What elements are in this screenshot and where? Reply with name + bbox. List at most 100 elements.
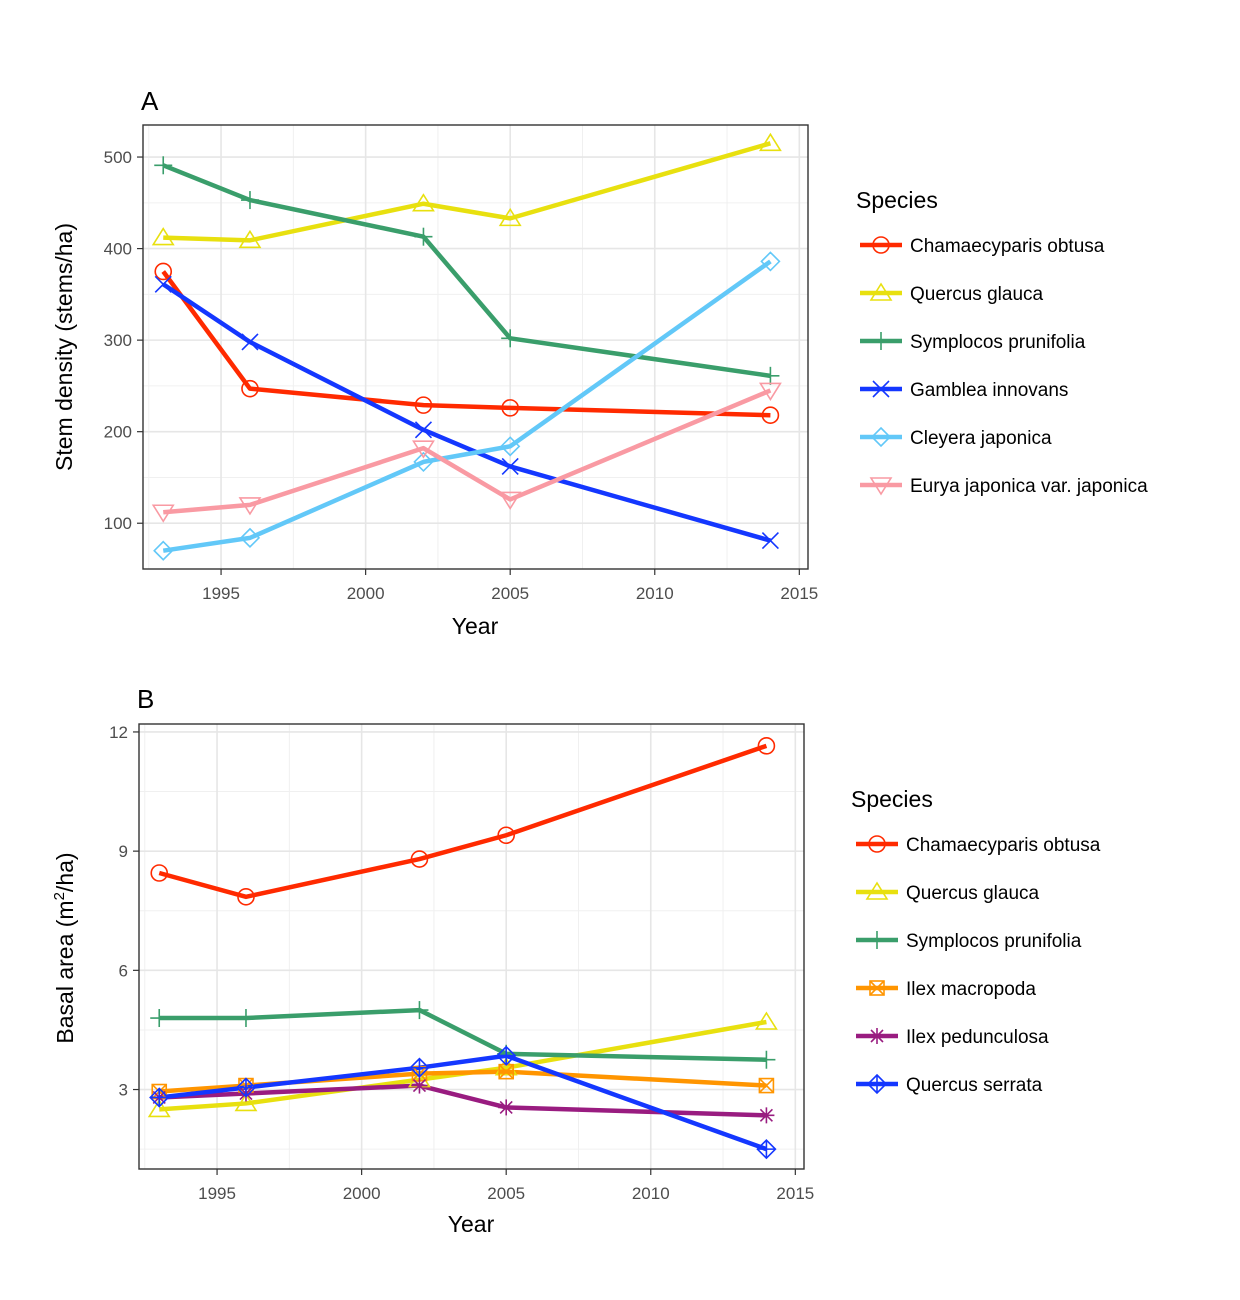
panel-b-y-tick-label: 3	[119, 1081, 128, 1100]
panel-a-series-2-point	[240, 191, 259, 210]
panel-a-series-1-point	[498, 207, 522, 227]
panel-a-series-line-5	[163, 388, 772, 515]
panel-b-legend-label: Quercus glauca	[906, 883, 1040, 904]
panel-b-y-axis-title-sup: 2	[51, 892, 68, 900]
panel-a-y-axis-title: Stem density (stems/ha)	[51, 223, 77, 471]
panel-a-series-1-point	[412, 193, 435, 212]
panel-a-series-5-point	[758, 382, 782, 401]
panel-a-series-2-point	[761, 366, 780, 385]
panel-a-y-tick-label: 300	[104, 331, 132, 350]
panel-b-legend-item-3: Ilex macropoda	[856, 979, 1036, 1000]
panel-b-series-1-point	[147, 1098, 171, 1118]
panel-b-legend-item-4: Ilex pedunculosa	[856, 1027, 1049, 1048]
panel-a-legend-item-0: Chamaecyparis obtusa	[860, 236, 1105, 257]
panel-b-legend-marker	[868, 835, 886, 853]
panel-a-tag: A	[141, 86, 159, 116]
panel-a-legend-item-3: Gamblea innovans	[860, 380, 1068, 401]
panel-a-legend-item-4: Cleyera japonica	[860, 426, 1052, 449]
panel-b-legend-marker	[869, 1028, 885, 1044]
panel-b-series-5-point	[756, 1139, 777, 1160]
panel-a-y-tick-label: 200	[104, 423, 132, 442]
panel-a-x-tick-label: 2000	[347, 584, 385, 603]
panel-a-series-4-point	[413, 451, 434, 473]
panel-a-series-0-point	[501, 399, 519, 417]
panel-a-series-2-point	[414, 227, 433, 246]
panel-a-series-0-point	[761, 406, 780, 425]
panel-b-series-4-point	[758, 1107, 775, 1124]
panel-a-plot-area: 1995 2000 2005 2010 2015 100 200 300 400 500	[104, 124, 818, 603]
panel-a-legend-label: Symplocos prunifolia	[910, 332, 1086, 353]
panel-a-series-line-1	[163, 141, 772, 243]
panel-a-legend-label: Quercus glauca	[910, 284, 1044, 305]
panel-a-legend: Species Chamaecyparis obtusa Quercus glau…	[856, 187, 1148, 497]
panel-a-series-3-point	[241, 333, 259, 351]
panel-a-border	[142, 124, 809, 570]
panel-b-legend: Species Chamaecyparis obtusa Quercus glau…	[851, 786, 1101, 1096]
panel-a-x-tick-label: 2010	[636, 584, 674, 603]
panel-a-series-4-point	[239, 527, 261, 549]
panel-b-series-2-point	[757, 1050, 776, 1069]
panel-a-legend-marker	[872, 380, 890, 398]
panel-a: A 1995 2000 2005 2010 2015 100 200 300 400 500 Ye…	[51, 86, 1148, 639]
panel-b-legend-label: Quercus serrata	[906, 1075, 1043, 1096]
panel-b-tag: B	[137, 684, 154, 714]
panel-a-series-2-point	[154, 156, 173, 175]
panel-b-legend-title: Species	[851, 786, 933, 812]
panel-b-border	[138, 723, 805, 1170]
panel-a-legend-marker	[872, 236, 890, 254]
panel-a-x-axis-title: Year	[452, 613, 499, 639]
panel-b-series-4-point	[498, 1099, 515, 1116]
panel-b-x-tick-label: 2015	[776, 1184, 814, 1203]
panel-b-legend-label: Ilex macropoda	[906, 979, 1036, 1000]
panel-a-y-tick-label: 100	[104, 514, 132, 533]
panel-b-y-axis-title: Basal area (m2/ha)	[51, 852, 78, 1043]
panel-a-legend-marker	[870, 426, 892, 448]
panel-b-x-tick-label: 2010	[632, 1184, 670, 1203]
panel-a-series-4-point	[153, 540, 174, 561]
panel-b-legend-item-1: Quercus glauca	[856, 881, 1040, 904]
panel-a-legend-item-1: Quercus glauca	[860, 282, 1044, 305]
panel-a-series-4-point	[760, 251, 781, 272]
panel-a-series-5-point	[151, 504, 175, 523]
panel-b-x-axis-title: Year	[448, 1211, 495, 1237]
panel-a-series-3-point	[414, 421, 433, 439]
panel-b-legend-item-0: Chamaecyparis obtusa	[856, 835, 1101, 856]
panel-b-series-5-point	[149, 1087, 170, 1108]
panel-b-y-tick-label: 9	[119, 842, 128, 861]
panel-b-series-2-point	[150, 1009, 169, 1028]
panel-b-plot-area: 1995 2000 2005 2010 2015 3 6 9 12	[109, 723, 814, 1203]
panel-b-series-1-point	[234, 1092, 258, 1112]
panel-b-legend-marker	[865, 881, 889, 900]
panel-a-legend-marker	[869, 282, 893, 301]
panel-b-legend-item-2: Symplocos prunifolia	[856, 931, 1082, 952]
panel-b-series-line-0	[158, 743, 768, 900]
panel-a-x-tick-label: 2005	[491, 584, 529, 603]
panel-a-y-tick-label: 500	[104, 148, 132, 167]
panel-a-legend-label: Eurya japonica var. japonica	[910, 476, 1148, 497]
panel-b-x-tick-label: 1995	[198, 1184, 236, 1203]
panel-b-series-5-point	[496, 1045, 517, 1066]
panel-a-series-3-point	[501, 457, 519, 476]
panel-b-series-0-point	[150, 864, 169, 882]
panel-a-series-line-4	[162, 259, 772, 553]
panel-a-series-4-point	[500, 436, 521, 457]
panel-b-x-tick-label: 2000	[343, 1184, 381, 1203]
panel-a-series-5-point	[238, 497, 262, 516]
panel-b-y-tick-label: 6	[119, 961, 128, 980]
panel-a-series-1-point	[238, 229, 262, 249]
panel-a-legend-label: Chamaecyparis obtusa	[910, 236, 1105, 257]
panel-a-legend-marker	[872, 332, 890, 350]
panel-b-y-tick-label: 12	[109, 723, 128, 742]
panel-a-series-5-point	[498, 491, 522, 510]
panel-b-series-0-point	[237, 888, 255, 906]
panel-b-legend-item-5: Quercus serrata	[856, 1073, 1043, 1096]
panel-b-legend-marker	[869, 980, 885, 996]
panel-b-legend-marker	[866, 1073, 888, 1095]
panel-b-series-0-point	[757, 737, 776, 755]
panel-a-x-tick-label: 1995	[202, 584, 240, 603]
panel-b-legend-label: Ilex pedunculosa	[906, 1027, 1049, 1048]
panel-b-series-3-point	[758, 1077, 775, 1094]
panel-a-x-tick-label: 2015	[780, 584, 818, 603]
panel-b-series-4-point	[411, 1077, 428, 1094]
